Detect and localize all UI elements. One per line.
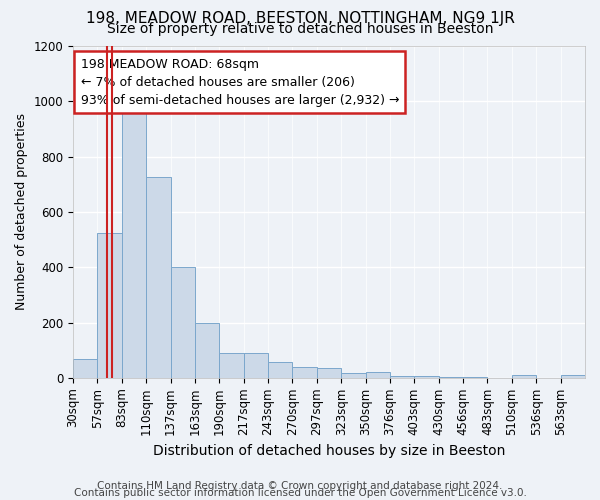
- Bar: [317, 368, 341, 378]
- Bar: [220, 353, 244, 378]
- Text: 198 MEADOW ROAD: 68sqm
← 7% of detached houses are smaller (206)
93% of semi-det: 198 MEADOW ROAD: 68sqm ← 7% of detached …: [81, 58, 399, 106]
- Bar: [512, 374, 536, 378]
- Bar: [560, 374, 585, 378]
- Bar: [170, 267, 195, 378]
- Text: Size of property relative to detached houses in Beeston: Size of property relative to detached ho…: [107, 22, 493, 36]
- Bar: [390, 376, 415, 378]
- Text: 198, MEADOW ROAD, BEESTON, NOTTINGHAM, NG9 1JR: 198, MEADOW ROAD, BEESTON, NOTTINGHAM, N…: [86, 11, 514, 26]
- Bar: [439, 377, 463, 378]
- Bar: [292, 367, 317, 378]
- Bar: [365, 372, 390, 378]
- Text: Contains HM Land Registry data © Crown copyright and database right 2024.: Contains HM Land Registry data © Crown c…: [97, 481, 503, 491]
- X-axis label: Distribution of detached houses by size in Beeston: Distribution of detached houses by size …: [153, 444, 505, 458]
- Bar: [97, 232, 122, 378]
- Bar: [244, 353, 268, 378]
- Bar: [146, 178, 170, 378]
- Bar: [268, 362, 292, 378]
- Bar: [415, 376, 439, 378]
- Text: Contains public sector information licensed under the Open Government Licence v3: Contains public sector information licen…: [74, 488, 526, 498]
- Bar: [195, 322, 220, 378]
- Bar: [73, 359, 97, 378]
- Y-axis label: Number of detached properties: Number of detached properties: [15, 114, 28, 310]
- Bar: [341, 373, 365, 378]
- Bar: [122, 102, 146, 378]
